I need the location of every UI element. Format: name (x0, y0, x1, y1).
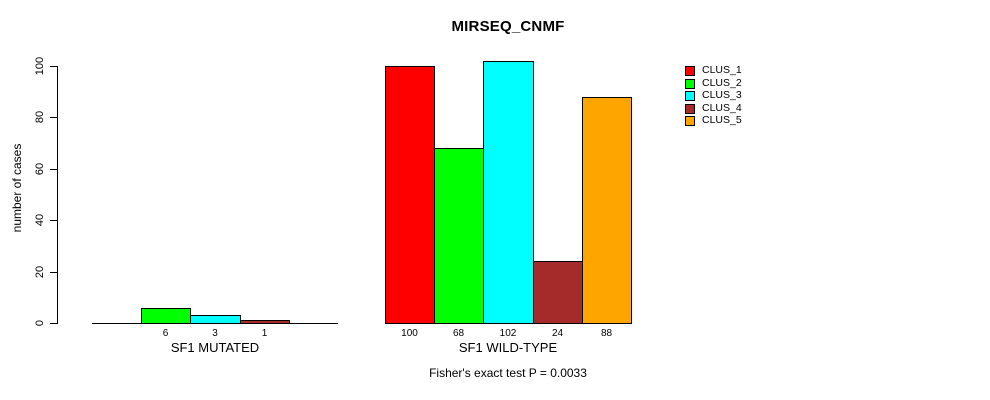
y-tick-mark (50, 117, 57, 118)
bar-sf1-mutated-clus-3 (190, 315, 241, 324)
chart-title: MIRSEQ_CNMF (451, 18, 565, 35)
legend-label: CLUS_1 (702, 64, 742, 76)
bar-value-label: 68 (452, 328, 465, 339)
legend-swatch-clus-3 (685, 90, 695, 101)
y-tick-label: 60 (34, 162, 46, 176)
y-tick-label: 100 (34, 56, 46, 76)
legend-item-clus-3: CLUS_3 (685, 90, 742, 101)
legend-item-clus-4: CLUS_4 (685, 103, 742, 114)
bar-value-label: 6 (162, 328, 169, 339)
bar-sf1-wild-type-clus-1 (385, 66, 435, 324)
bar-sf1-wild-type-clus-3 (483, 61, 534, 324)
y-tick-mark (50, 220, 57, 221)
fisher-test-annotation: Fisher's exact test P = 0.0033 (429, 366, 587, 380)
bar-value-label: 1 (261, 328, 268, 339)
legend-swatch-clus-4 (685, 103, 695, 114)
bar-sf1-wild-type-clus-4 (533, 261, 583, 324)
legend-item-clus-5: CLUS_5 (685, 115, 742, 126)
y-tick-label: 20 (34, 265, 46, 279)
y-tick-label: 40 (34, 213, 46, 227)
y-tick-label: 0 (34, 319, 46, 327)
bar-sf1-wild-type-clus-5 (582, 97, 632, 324)
bar-sf1-mutated-clus-4 (240, 320, 290, 324)
y-tick-mark (50, 323, 57, 324)
y-tick-mark (50, 66, 57, 67)
y-axis-label: number of cases (10, 143, 24, 233)
bar-value-label: 3 (212, 328, 218, 339)
bar-value-label: 24 (551, 328, 564, 339)
group-label-sf1-wild-type: SF1 WILD-TYPE (458, 340, 558, 355)
bar-sf1-mutated-clus-2 (141, 308, 191, 324)
bar-value-label: 88 (600, 328, 613, 339)
y-tick-mark (50, 169, 57, 170)
legend-swatch-clus-5 (685, 115, 695, 126)
legend-label: CLUS_3 (702, 89, 742, 101)
y-tick-label: 80 (34, 110, 46, 124)
legend-item-clus-2: CLUS_2 (685, 78, 742, 89)
bar-value-label: 100 (401, 328, 418, 339)
legend-swatch-clus-2 (685, 78, 695, 89)
legend-label: CLUS_5 (702, 114, 742, 126)
legend-label: CLUS_2 (702, 77, 742, 89)
legend-swatch-clus-1 (685, 65, 695, 76)
group-label-sf1-mutated: SF1 MUTATED (170, 340, 260, 355)
bar-sf1-wild-type-clus-2 (434, 148, 484, 324)
y-axis-line (57, 66, 58, 324)
y-tick-mark (50, 272, 57, 273)
legend-item-clus-1: CLUS_1 (685, 65, 742, 76)
legend-label: CLUS_4 (702, 102, 742, 114)
bar-value-label: 102 (499, 328, 517, 339)
